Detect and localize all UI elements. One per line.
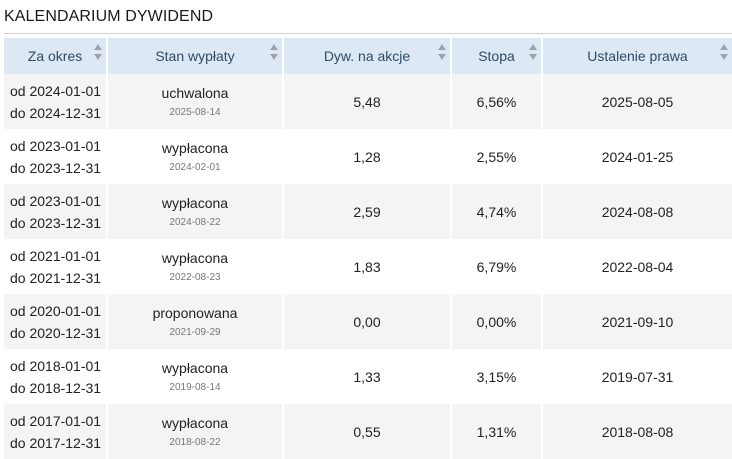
period-cell: od 2023-01-01 do 2023-12-31	[4, 184, 108, 239]
sort-icon[interactable]	[94, 44, 102, 60]
status-label: uchwalona	[161, 84, 229, 101]
period-from: od 2020-01-01	[10, 302, 102, 319]
status-cell: wypłacona 2024-02-01	[107, 129, 284, 184]
status-cell: uchwalona 2025-08-14	[107, 74, 284, 129]
period-to: do 2020-12-31	[10, 324, 102, 341]
dividend-cell: 0,55	[283, 404, 452, 459]
period-to: do 2023-12-31	[10, 159, 102, 176]
status-cell: wypłacona 2019-08-14	[107, 349, 284, 404]
status-date: 2022-08-23	[169, 271, 221, 283]
status-label: wypłacona	[161, 414, 229, 431]
dividend-cell: 2,59	[283, 184, 452, 239]
column-header-label: Ustalenie prawa	[587, 48, 688, 64]
rate-cell: 1,31%	[451, 404, 543, 459]
column-header-label: Stan wypłaty	[155, 48, 235, 64]
record-date-cell: 2024-08-08	[542, 184, 732, 239]
status-label: wypłacona	[161, 249, 229, 266]
rate-cell: 4,74%	[451, 184, 543, 239]
table-row: od 2023-01-01 do 2023-12-31 wypłacona 2024…	[4, 184, 732, 239]
status-date: 2021-09-29	[169, 326, 221, 338]
status-cell: wypłacona 2024-08-22	[107, 184, 284, 239]
sort-icon[interactable]	[438, 44, 446, 60]
title-divider	[4, 33, 732, 34]
period-from: od 2023-01-01	[10, 192, 102, 209]
record-date-cell: 2024-01-25	[542, 129, 732, 184]
column-header-status[interactable]: Stan wypłaty	[107, 38, 284, 74]
period-from: od 2018-01-01	[10, 357, 102, 374]
status-label: proponowana	[152, 304, 238, 321]
table-row: od 2018-01-01 do 2018-12-31 wypłacona 2019…	[4, 349, 732, 404]
status-cell: wypłacona 2018-08-22	[107, 404, 284, 459]
status-date: 2024-08-22	[169, 216, 221, 228]
rate-cell: 6,79%	[451, 239, 543, 294]
period-to: do 2021-12-31	[10, 269, 102, 286]
status-date: 2024-02-01	[169, 161, 221, 173]
period-to: do 2024-12-31	[10, 104, 102, 121]
period-cell: od 2024-01-01 do 2024-12-31	[4, 74, 108, 129]
column-header-rate[interactable]: Stopa	[451, 38, 543, 74]
period-cell: od 2017-01-01 do 2017-12-31	[4, 404, 108, 459]
status-date: 2025-08-14	[169, 106, 221, 118]
dividend-cell: 0,00	[283, 294, 452, 349]
status-date: 2019-08-14	[169, 381, 221, 393]
table-row: od 2021-01-01 do 2021-12-31 wypłacona 2022…	[4, 239, 732, 294]
status-cell: proponowana 2021-09-29	[107, 294, 284, 349]
sort-icon[interactable]	[270, 44, 278, 60]
period-from: od 2024-01-01	[10, 82, 102, 99]
period-cell: od 2018-01-01 do 2018-12-31	[4, 349, 108, 404]
rate-cell: 3,15%	[451, 349, 543, 404]
dividend-cell: 1,83	[283, 239, 452, 294]
rate-cell: 2,55%	[451, 129, 543, 184]
status-label: wypłacona	[161, 139, 229, 156]
period-to: do 2017-12-31	[10, 434, 102, 451]
dividend-cell: 1,28	[283, 129, 452, 184]
period-from: od 2017-01-01	[10, 412, 102, 429]
dividend-cell: 1,33	[283, 349, 452, 404]
period-to: do 2023-12-31	[10, 214, 102, 231]
column-header-label: Dyw. na akcje	[323, 48, 411, 64]
table-row: od 2020-01-01 do 2020-12-31 proponowana 20…	[4, 294, 732, 349]
table-header: Za okres Stan wypłaty Dyw. na akcje Stop…	[4, 38, 732, 74]
sort-icon[interactable]	[720, 44, 728, 60]
period-to: do 2018-12-31	[10, 379, 102, 396]
record-date-cell: 2018-08-08	[542, 404, 732, 459]
page-title: KALENDARIUM DYWIDEND	[4, 8, 214, 25]
record-date-cell: 2025-08-05	[542, 74, 732, 129]
status-date: 2018-08-22	[169, 436, 221, 448]
column-header-dividend[interactable]: Dyw. na akcje	[283, 38, 452, 74]
period-cell: od 2023-01-01 do 2023-12-31	[4, 129, 108, 184]
status-label: wypłacona	[161, 194, 229, 211]
dividend-cell: 5,48	[283, 74, 452, 129]
period-from: od 2021-01-01	[10, 247, 102, 264]
column-header-label: Za okres	[27, 48, 83, 64]
record-date-cell: 2022-08-04	[542, 239, 732, 294]
column-header-record-date[interactable]: Ustalenie prawa	[542, 38, 732, 74]
column-header-label: Stopa	[478, 48, 515, 64]
table-row: od 2017-01-01 do 2017-12-31 wypłacona 2018…	[4, 404, 732, 459]
sort-icon[interactable]	[529, 44, 537, 60]
table-row: od 2023-01-01 do 2023-12-31 wypłacona 2024…	[4, 129, 732, 184]
status-label: wypłacona	[161, 359, 229, 376]
table-body: od 2024-01-01 do 2024-12-31 uchwalona 2025…	[4, 74, 732, 459]
rate-cell: 6,56%	[451, 74, 543, 129]
period-from: od 2023-01-01	[10, 137, 102, 154]
period-cell: od 2020-01-01 do 2020-12-31	[4, 294, 108, 349]
record-date-cell: 2019-07-31	[542, 349, 732, 404]
table-row: od 2024-01-01 do 2024-12-31 uchwalona 2025…	[4, 74, 732, 129]
period-cell: od 2021-01-01 do 2021-12-31	[4, 239, 108, 294]
record-date-cell: 2021-09-10	[542, 294, 732, 349]
rate-cell: 0,00%	[451, 294, 543, 349]
column-header-period[interactable]: Za okres	[4, 38, 108, 74]
dividend-table: Za okres Stan wypłaty Dyw. na akcje Stop…	[4, 38, 732, 459]
status-cell: wypłacona 2022-08-23	[107, 239, 284, 294]
